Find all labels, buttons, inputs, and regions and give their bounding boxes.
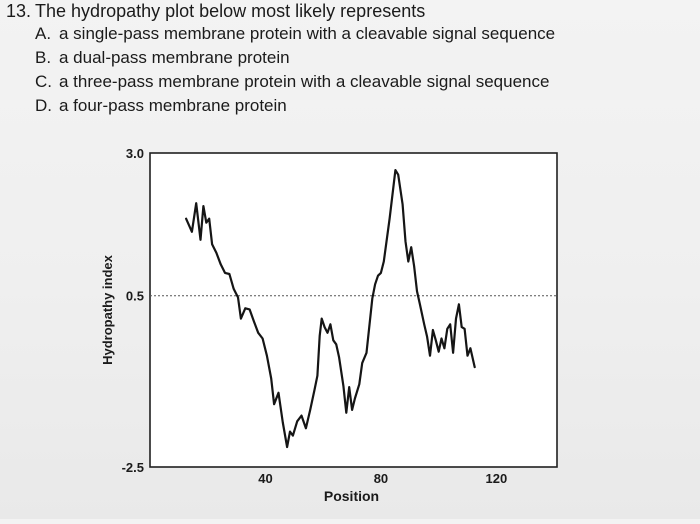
question-text: The hydropathy plot below most likely re… [35, 1, 426, 21]
option-c: C. a three-pass membrane protein with a c… [35, 70, 696, 94]
option-b: B. a dual-pass membrane protein [35, 46, 696, 70]
y-tick-labels: 3.0 0.5 -2.5 [122, 146, 144, 475]
hydropathy-series-line [185, 169, 476, 449]
option-text: a four-pass membrane protein [59, 96, 287, 115]
x-axis-label: Position [324, 488, 379, 504]
option-text: a three-pass membrane protein with a cle… [59, 72, 550, 91]
question-title: 13. The hydropathy plot below most likely… [6, 0, 696, 22]
x-tick-label: 80 [374, 471, 388, 486]
question-number: 13. [6, 1, 32, 21]
option-letter: B. [35, 48, 52, 67]
plot-frame [149, 152, 558, 468]
option-a: A. a single-pass membrane protein with a … [35, 22, 696, 46]
series-group [185, 169, 476, 449]
x-tick-label: 120 [486, 471, 508, 486]
option-text: a dual-pass membrane protein [59, 48, 290, 67]
question-block: 13. The hydropathy plot below most likely… [6, 0, 696, 118]
option-d: D. a four-pass membrane protein [35, 94, 696, 118]
y-tick-label: 3.0 [126, 146, 144, 161]
x-tick-labels: 40 80 120 [258, 471, 507, 486]
answer-options: A. a single-pass membrane protein with a … [35, 22, 696, 118]
option-letter: C. [35, 72, 52, 91]
y-tick-label: -2.5 [122, 460, 144, 475]
x-tick-label: 40 [258, 471, 272, 486]
y-tick-label: 0.5 [126, 289, 144, 304]
option-text: a single-pass membrane protein with a cl… [59, 24, 556, 43]
option-letter: D. [35, 96, 52, 115]
option-letter: A. [35, 24, 52, 43]
y-axis-label: Hydropathy index [100, 254, 115, 365]
